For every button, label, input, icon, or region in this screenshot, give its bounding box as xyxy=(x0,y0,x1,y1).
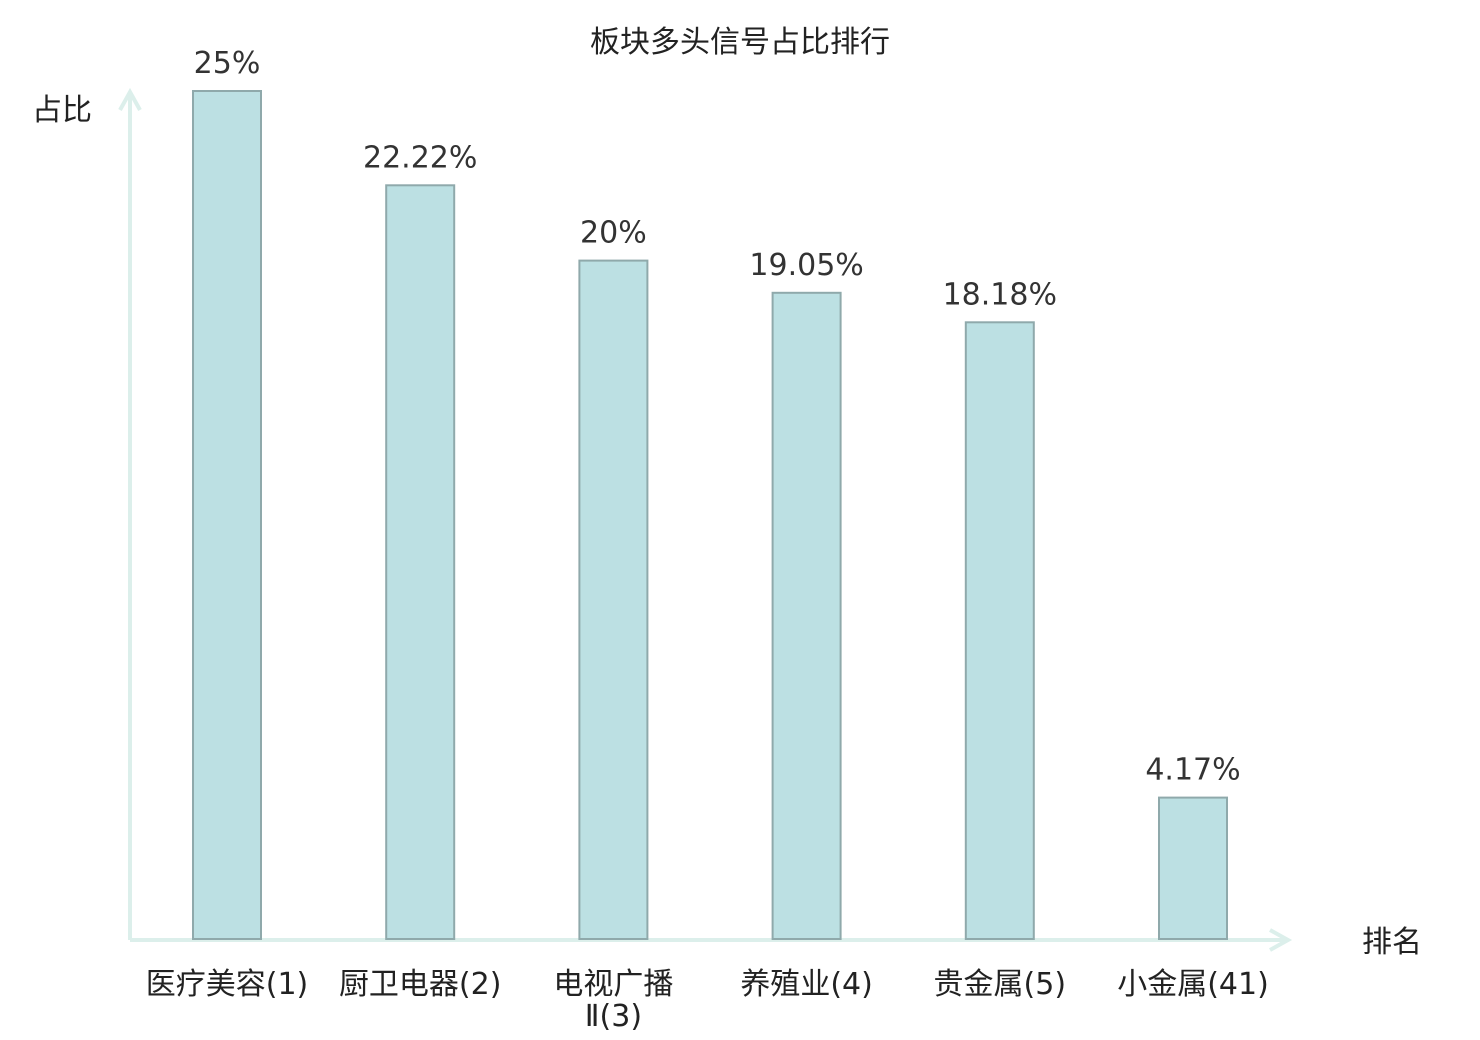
category-label-5: 小金属(41) xyxy=(1117,967,1269,1002)
value-label-1: 22.22% xyxy=(363,140,477,175)
category-label-2-line2: Ⅱ(3) xyxy=(585,999,642,1034)
value-label-3: 19.05% xyxy=(749,248,863,283)
category-label-3: 养殖业(4) xyxy=(740,967,873,1002)
y-axis xyxy=(118,87,142,940)
bar-3 xyxy=(771,291,842,940)
value-label-0: 25% xyxy=(194,46,261,81)
x-axis xyxy=(130,928,1293,952)
bar-1 xyxy=(385,184,456,941)
category-label-4: 贵金属(5) xyxy=(934,967,1067,1002)
bar-4 xyxy=(964,321,1035,940)
category-label-1: 厨卫电器(2) xyxy=(339,967,502,1002)
y-axis-label: 占比 xyxy=(32,93,92,128)
value-label-5: 4.17% xyxy=(1145,753,1240,788)
chart-title: 板块多头信号占比排行 xyxy=(590,25,890,60)
bar-2 xyxy=(578,259,649,941)
x-axis-label: 排名 xyxy=(1362,925,1422,960)
value-label-2: 20% xyxy=(580,216,647,251)
value-label-4: 18.18% xyxy=(943,277,1057,312)
bar-5 xyxy=(1158,796,1228,940)
category-label-0: 医疗美容(1) xyxy=(146,967,309,1002)
bar-0 xyxy=(192,90,262,940)
category-label-2: 电视广播 xyxy=(553,967,673,1002)
bars-layer xyxy=(192,90,1228,941)
